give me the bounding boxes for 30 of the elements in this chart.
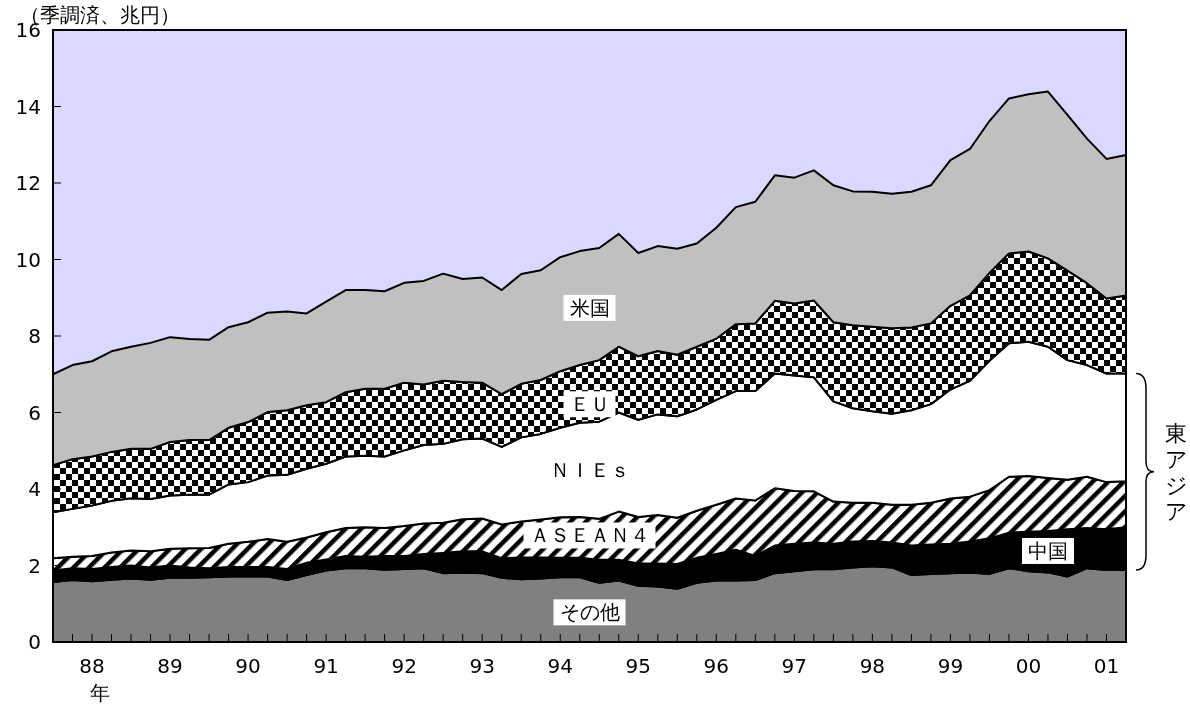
x-tick-label: 97 xyxy=(781,654,808,678)
series-label: 中国 xyxy=(1027,538,1068,563)
annotation: 東アジア xyxy=(1164,420,1188,524)
x-tick-label: 01 xyxy=(1093,654,1120,678)
x-tick-label: 92 xyxy=(391,654,417,678)
y-tick-label: 4 xyxy=(28,477,41,501)
x-tick-label: 98 xyxy=(859,654,886,678)
series-label: ＮＩＥｓ xyxy=(549,458,630,483)
x-tick-label: 88 xyxy=(79,654,105,678)
x-tick-label: 99 xyxy=(937,654,964,678)
y-tick-label: 6 xyxy=(28,400,41,425)
x-tick-label: 89 xyxy=(157,654,183,678)
series-label: ＥＵ xyxy=(569,392,610,417)
y-tick-label: 12 xyxy=(15,171,41,195)
x-tick-label: 95 xyxy=(625,654,651,678)
x-tick-label: 93 xyxy=(469,654,495,678)
y-tick-label: 0 xyxy=(28,630,41,654)
series-label: その他 xyxy=(559,600,620,625)
y-tick-label: 8 xyxy=(28,324,41,348)
series-label: 米国 xyxy=(569,295,610,320)
y-tick-label: 14 xyxy=(15,94,41,119)
x-tick-label: 94 xyxy=(547,654,573,678)
x-tick-label: 96 xyxy=(703,654,730,678)
x-tick-label: 00 xyxy=(1015,654,1042,678)
x-tick-label: 90 xyxy=(235,654,261,678)
series-label: ＡＳＥＡＮ４ xyxy=(529,523,650,548)
y-tick-label: 10 xyxy=(15,247,41,272)
x-axis-title: 年 xyxy=(90,681,111,705)
y-tick-label: 2 xyxy=(28,553,41,578)
x-tick-label: 91 xyxy=(313,654,339,678)
